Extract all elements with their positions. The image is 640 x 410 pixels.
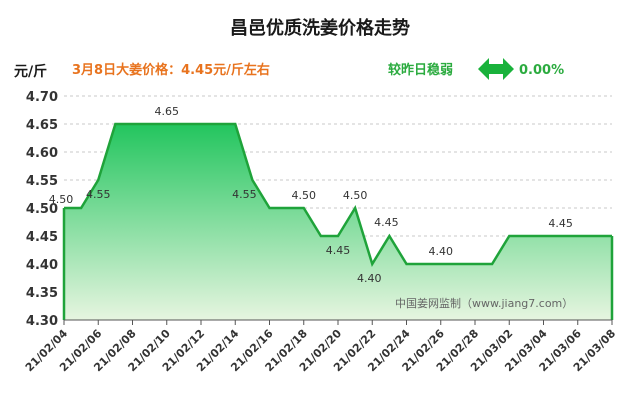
data-label: 4.65 xyxy=(155,105,180,118)
data-label: 4.40 xyxy=(357,272,382,285)
data-label: 4.55 xyxy=(86,188,111,201)
y-tick-label: 4.50 xyxy=(26,202,58,217)
y-tick-label: 4.60 xyxy=(26,146,58,161)
area-shape xyxy=(64,124,612,320)
y-tick-label: 4.45 xyxy=(26,230,58,245)
data-label: 4.50 xyxy=(292,189,317,202)
y-tick-label: 4.30 xyxy=(26,314,58,329)
y-tick-label: 4.40 xyxy=(26,258,58,273)
watermark: 中国姜网监制（www.jiang7.com） xyxy=(395,296,573,310)
data-label: 4.50 xyxy=(343,189,368,202)
y-tick-label: 4.70 xyxy=(26,90,58,105)
series-line xyxy=(64,122,612,268)
y-axis-unit: 元/斤 xyxy=(14,63,47,80)
y-tick-label: 4.35 xyxy=(26,286,58,301)
data-label: 4.50 xyxy=(49,193,74,206)
header-price-text: 3月8日大姜价格：4.45元/斤左右 xyxy=(72,62,270,78)
y-tick-label: 4.55 xyxy=(26,174,58,189)
x-axis-ticks: 21/02/0421/02/0621/02/0821/02/1021/02/12… xyxy=(23,320,618,374)
y-tick-label: 4.65 xyxy=(26,118,58,133)
data-label: 4.45 xyxy=(374,216,399,229)
area-fill xyxy=(62,122,614,320)
data-labels: 4.50 4.55 4.65 4.55 4.50 4.45 4.50 4.40 4.45 4.40… xyxy=(49,105,573,285)
data-label: 4.45 xyxy=(326,244,351,257)
y-axis-ticks: 4.70 4.65 4.60 4.55 4.50 4.45 4.40 4.35 4.30 xyxy=(26,90,58,329)
data-label: 4.45 xyxy=(548,217,573,230)
data-label: 4.55 xyxy=(232,188,257,201)
change-label: 较昨日稳弱 xyxy=(388,62,453,78)
change-value: 0.00% xyxy=(519,63,564,78)
chart-title: 昌邑优质洗姜价格走势 xyxy=(230,17,410,39)
data-label: 4.40 xyxy=(429,245,454,258)
double-arrow-icon xyxy=(478,58,514,80)
